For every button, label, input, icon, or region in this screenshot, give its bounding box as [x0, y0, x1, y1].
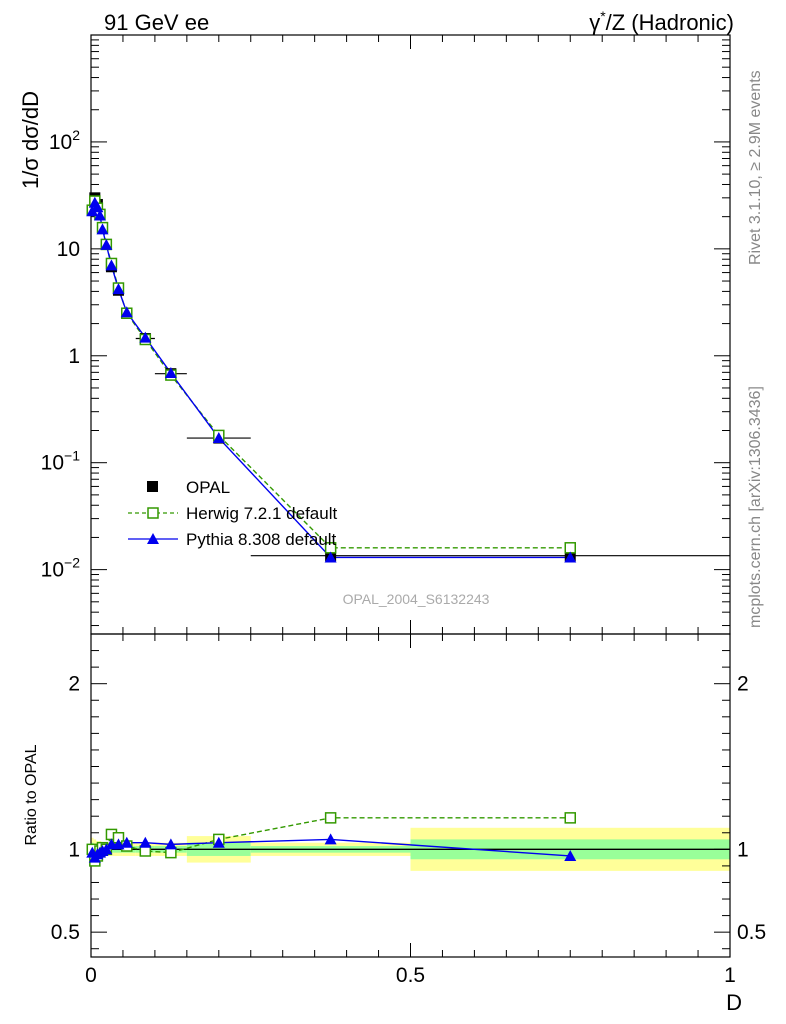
pythia-point-11	[212, 432, 225, 444]
legend-pythia-marker	[147, 533, 159, 544]
main-y-tick-label-4: 102	[49, 127, 80, 154]
pythia-ratio-point-12	[324, 833, 337, 845]
axes-layer	[90, 34, 731, 958]
header-right-label: γ*/Z (Hadronic)	[589, 8, 734, 35]
pythia-ratio-point-9	[139, 836, 152, 848]
herwig-main-line	[91, 198, 571, 549]
legend-opal-label: OPAL	[186, 478, 230, 497]
x-axis-title: D	[726, 990, 742, 1015]
ratio-y-axis-title: Ratio to OPAL	[23, 744, 40, 845]
pythia-point-10	[164, 367, 177, 379]
pythia-point-7	[112, 283, 125, 295]
pythia-ratio-point-10	[164, 838, 177, 850]
header-left-label: 91 GeV ee	[104, 10, 209, 35]
main-y-tick-label-3: 10	[57, 238, 80, 261]
ratio-y-tick-label-left-1: 1	[68, 838, 80, 861]
pythia-ratio-point-11	[212, 836, 225, 848]
pythia-point-4	[96, 223, 109, 235]
pythia-ratio-point-13	[564, 849, 577, 861]
pythia-point-9	[139, 331, 152, 343]
pythia-point-6	[105, 259, 118, 271]
pythia-point-13	[564, 551, 577, 563]
main-y-tick-label-1: 10−1	[41, 448, 81, 475]
x-tick-label-0: 0	[85, 964, 97, 987]
ratio-y-tick-label-left-2: 2	[68, 673, 80, 696]
series-markers	[86, 192, 730, 867]
pythia-point-2	[91, 201, 104, 213]
main-y-tick-label-0: 10−2	[41, 555, 81, 582]
x-tick-label-1: 0.5	[396, 964, 425, 987]
herwig-point-13	[564, 542, 576, 554]
ratio-y-tick-label-right-2: 2	[737, 673, 749, 696]
legend-opal-marker	[147, 481, 158, 492]
rivet-version-label: Rivet 3.1.10, ≥ 2.9M events	[747, 70, 764, 265]
main-y-tick-label-2: 1	[68, 345, 80, 368]
legend: OPAL Herwig 7.2.1 default Pythia 8.308 d…	[128, 478, 337, 549]
main-y-axis-title: 1/σ dσ/dD	[18, 91, 43, 189]
ratio-y-tick-label-right-1: 1	[737, 838, 749, 861]
pythia-point-5	[100, 238, 113, 250]
legend-herwig-label: Herwig 7.2.1 default	[186, 504, 337, 523]
ratio-plot-frame	[90, 633, 731, 958]
pythia-point-12	[324, 551, 337, 563]
pythia-point-8	[120, 306, 133, 318]
analysis-watermark: OPAL_2004_S6132243	[343, 591, 490, 607]
legend-pythia-label: Pythia 8.308 default	[186, 530, 337, 549]
ratio-reference-band	[91, 827, 730, 871]
x-tick-label-2: 1	[724, 964, 736, 987]
pythia-point-3	[93, 209, 106, 221]
legend-herwig-marker	[147, 507, 159, 519]
mcplots-label: mcplots.cern.ch [arXiv:1306.3436]	[747, 386, 764, 628]
herwig-ratio-point-12	[324, 812, 337, 824]
pythia-ratio-point-8	[120, 836, 133, 848]
ratio-y-tick-label-left-0: 0.5	[51, 921, 80, 944]
herwig-ratio-point-13	[564, 812, 576, 824]
ratio-y-tick-label-right-0: 0.5	[737, 921, 766, 944]
